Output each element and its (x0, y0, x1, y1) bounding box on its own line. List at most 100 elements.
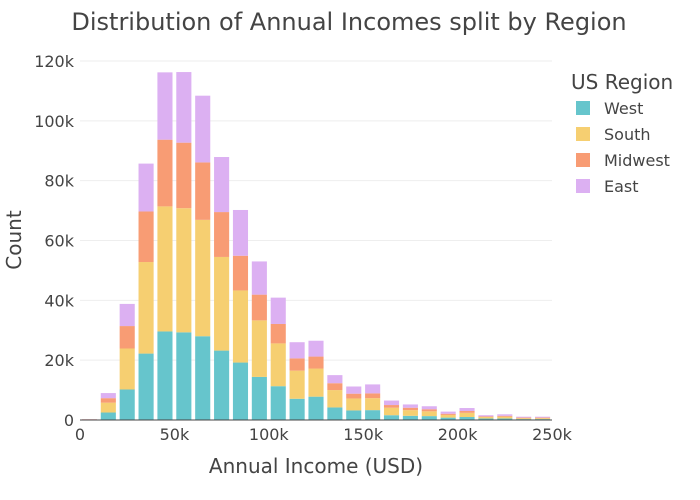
bar-south-bin-22[interactable] (497, 416, 513, 419)
bar-west-bin-16[interactable] (383, 415, 400, 420)
bar-south-bin-8[interactable] (232, 290, 249, 363)
bar-south-bin-15[interactable] (365, 398, 381, 411)
legend-item-west[interactable]: West (576, 99, 643, 118)
bar-south-bin-6[interactable] (195, 219, 211, 337)
bar-south-bin-1[interactable] (100, 402, 116, 413)
bar-midwest-bin-20[interactable] (459, 411, 475, 413)
bar-east-bin-19[interactable] (440, 411, 456, 414)
bar-west-bin-8[interactable] (232, 362, 249, 420)
bar-midwest-bin-6[interactable] (195, 162, 211, 220)
bar-midwest-bin-17[interactable] (402, 407, 418, 411)
bar-east-bin-2[interactable] (119, 303, 135, 327)
bar-south-bin-16[interactable] (383, 407, 400, 416)
bar-east-bin-22[interactable] (497, 414, 513, 416)
bar-midwest-bin-4[interactable] (157, 139, 173, 207)
bar-midwest-bin-7[interactable] (214, 212, 230, 257)
bar-east-bin-11[interactable] (289, 342, 305, 359)
bar-east-bin-3[interactable] (138, 163, 154, 212)
bar-south-bin-24[interactable] (535, 418, 551, 420)
bar-midwest-bin-14[interactable] (346, 393, 362, 399)
bar-west-bin-12[interactable] (308, 396, 324, 420)
bar-midwest-bin-3[interactable] (138, 211, 154, 263)
bar-south-bin-18[interactable] (421, 411, 437, 417)
bar-east-bin-17[interactable] (402, 404, 418, 408)
bar-west-bin-15[interactable] (365, 410, 381, 420)
bar-east-bin-21[interactable] (478, 415, 494, 417)
bar-south-bin-19[interactable] (440, 414, 456, 418)
bar-west-bin-21[interactable] (478, 418, 494, 421)
bar-east-bin-24[interactable] (535, 416, 551, 418)
bar-midwest-bin-9[interactable] (251, 294, 267, 321)
bar-west-bin-18[interactable] (421, 416, 437, 420)
bar-south-bin-2[interactable] (119, 348, 135, 390)
bar-south-bin-23[interactable] (516, 418, 532, 420)
bar-south-bin-10[interactable] (270, 343, 286, 387)
bar-midwest-bin-16[interactable] (383, 405, 400, 408)
bar-east-bin-4[interactable] (157, 72, 173, 140)
bar-west-bin-2[interactable] (119, 389, 135, 420)
bar-east-bin-15[interactable] (365, 384, 381, 394)
bar-south-bin-7[interactable] (214, 256, 230, 351)
bar-west-bin-9[interactable] (251, 376, 267, 420)
bar-east-bin-1[interactable] (100, 393, 116, 399)
bar-midwest-bin-15[interactable] (365, 393, 381, 399)
bar-east-bin-18[interactable] (421, 406, 437, 410)
bar-midwest-bin-8[interactable] (232, 255, 249, 291)
bar-west-bin-22[interactable] (497, 418, 513, 421)
bar-midwest-bin-2[interactable] (119, 326, 135, 349)
bar-west-bin-20[interactable] (459, 417, 475, 420)
bar-south-bin-9[interactable] (251, 320, 267, 377)
bar-west-bin-3[interactable] (138, 353, 154, 420)
bar-midwest-bin-5[interactable] (176, 142, 192, 209)
bar-east-bin-13[interactable] (327, 375, 343, 384)
bar-midwest-bin-11[interactable] (289, 358, 305, 371)
bar-east-bin-10[interactable] (270, 297, 286, 324)
bar-midwest-bin-19[interactable] (440, 413, 456, 415)
bar-south-bin-12[interactable] (308, 368, 324, 397)
bar-west-bin-1[interactable] (100, 412, 116, 420)
bar-midwest-bin-18[interactable] (421, 409, 437, 412)
bar-east-bin-8[interactable] (232, 209, 249, 256)
bar-west-bin-14[interactable] (346, 410, 362, 420)
bar-east-bin-16[interactable] (383, 400, 400, 406)
bar-east-bin-6[interactable] (195, 95, 211, 163)
bar-south-bin-14[interactable] (346, 398, 362, 411)
bar-west-bin-17[interactable] (402, 415, 418, 420)
bar-west-bin-4[interactable] (157, 331, 173, 420)
bar-west-bin-11[interactable] (289, 398, 305, 420)
legend-items[interactable]: West South Midwest East (576, 99, 670, 196)
legend-item-midwest[interactable]: Midwest (576, 151, 670, 170)
bar-west-bin-13[interactable] (327, 407, 343, 420)
bar-east-bin-23[interactable] (516, 416, 532, 418)
bar-south-bin-5[interactable] (176, 208, 192, 333)
bar-south-bin-17[interactable] (402, 410, 418, 416)
bar-south-bin-20[interactable] (459, 412, 475, 418)
bar-south-bin-4[interactable] (157, 206, 173, 332)
bar-west-bin-10[interactable] (270, 386, 286, 420)
bar-midwest-bin-12[interactable] (308, 356, 324, 369)
bar-east-bin-12[interactable] (308, 340, 324, 357)
bar-midwest-bin-21[interactable] (478, 416, 494, 418)
bar-east-bin-20[interactable] (459, 408, 475, 412)
bar-west-bin-7[interactable] (214, 350, 230, 420)
bar-midwest-bin-22[interactable] (497, 415, 513, 417)
legend-item-south[interactable]: South (576, 125, 651, 144)
bar-south-bin-11[interactable] (289, 370, 305, 399)
bar-south-bin-3[interactable] (138, 262, 154, 354)
bar-east-bin-14[interactable] (346, 386, 362, 394)
bar-midwest-bin-13[interactable] (327, 383, 343, 391)
bar-south-bin-21[interactable] (478, 417, 494, 419)
bar-east-bin-5[interactable] (176, 72, 192, 143)
bar-west-bin-19[interactable] (440, 417, 456, 420)
bar-east-bin-9[interactable] (251, 261, 267, 295)
legend[interactable]: US Region West South Midwest East (571, 70, 673, 196)
bar-midwest-bin-10[interactable] (270, 323, 286, 344)
bar-east-bin-7[interactable] (214, 157, 230, 213)
bar-midwest-bin-24[interactable] (535, 417, 551, 419)
bar-west-bin-5[interactable] (176, 332, 192, 420)
bar-midwest-bin-23[interactable] (516, 417, 532, 419)
bar-west-bin-6[interactable] (195, 336, 211, 420)
bar-south-bin-13[interactable] (327, 390, 343, 408)
bar-midwest-bin-1[interactable] (100, 398, 116, 403)
legend-item-east[interactable]: East (576, 177, 639, 196)
